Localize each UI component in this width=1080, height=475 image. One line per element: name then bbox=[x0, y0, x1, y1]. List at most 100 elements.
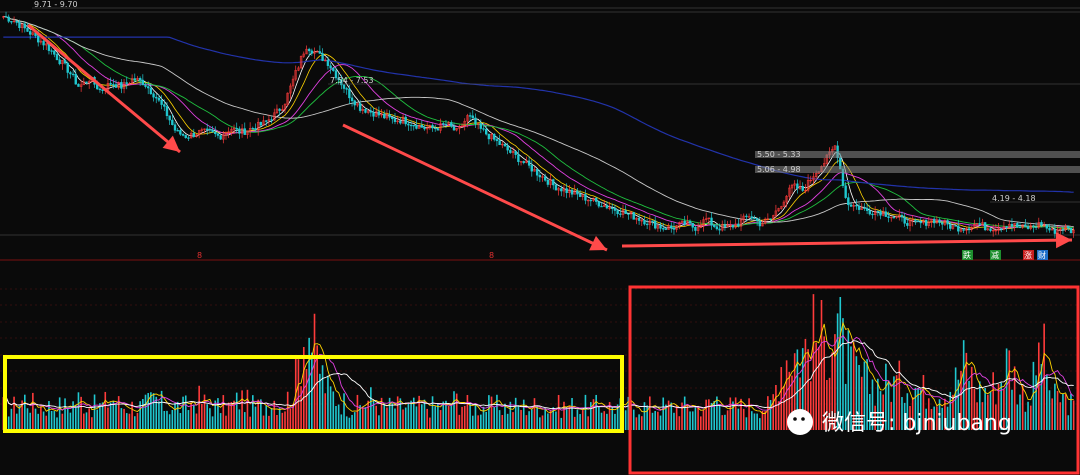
candle-body bbox=[527, 160, 531, 166]
candle-body bbox=[997, 228, 1000, 231]
candle-body bbox=[755, 218, 759, 221]
candle-body bbox=[165, 106, 169, 117]
candle-body bbox=[774, 210, 778, 216]
candle-body bbox=[584, 194, 587, 201]
candle-body bbox=[737, 223, 740, 227]
price-range-label: 4.19 - 4.18 bbox=[992, 194, 1036, 203]
candle-body bbox=[503, 143, 507, 147]
candle-body bbox=[270, 119, 273, 121]
price-candles bbox=[2, 11, 1075, 238]
candle-body bbox=[898, 215, 901, 217]
candle-body bbox=[710, 217, 713, 226]
candle-body bbox=[222, 134, 225, 140]
candle-body bbox=[758, 220, 761, 227]
candle-body bbox=[619, 213, 622, 215]
candle-body bbox=[916, 220, 920, 222]
candle-body bbox=[117, 82, 120, 88]
candle-body bbox=[243, 128, 246, 135]
candle-body bbox=[675, 225, 678, 230]
candle-body bbox=[1059, 228, 1062, 231]
candle-body bbox=[519, 161, 523, 163]
candle-body bbox=[707, 217, 711, 220]
candle-body bbox=[240, 128, 244, 134]
candle-body bbox=[533, 169, 536, 172]
ma60-line bbox=[3, 16, 1074, 227]
indicator-badge-text: 涨 bbox=[1024, 250, 1032, 260]
candle-body bbox=[949, 223, 952, 229]
ma250-line bbox=[3, 36, 1074, 193]
candle-body bbox=[340, 79, 343, 86]
candle-body bbox=[742, 215, 745, 221]
candle-body bbox=[696, 227, 700, 231]
candle-body bbox=[286, 92, 289, 105]
candle-body bbox=[200, 129, 204, 131]
candle-body bbox=[790, 184, 794, 189]
candle-body bbox=[871, 213, 874, 216]
candle-body bbox=[672, 227, 676, 230]
candle-body bbox=[265, 120, 268, 122]
candle-body bbox=[442, 123, 445, 125]
candle-body bbox=[847, 197, 850, 206]
candle-body bbox=[991, 229, 995, 232]
candle-body bbox=[1005, 226, 1008, 228]
candle-body bbox=[873, 210, 877, 215]
indicator-badge bbox=[1037, 250, 1048, 260]
candle-body bbox=[138, 78, 142, 81]
candle-body bbox=[302, 53, 305, 57]
wechat-icon bbox=[787, 409, 813, 435]
candle-body bbox=[305, 48, 308, 55]
candle-body bbox=[468, 115, 472, 117]
candle-body bbox=[509, 149, 512, 153]
watermark-text: 微信号: bjniubang bbox=[822, 411, 1012, 436]
candle-body bbox=[211, 129, 214, 133]
candle-body bbox=[157, 97, 161, 101]
candle-body bbox=[514, 151, 517, 155]
candle-body bbox=[718, 228, 721, 231]
candle-body bbox=[541, 176, 544, 178]
candle-body bbox=[482, 128, 485, 130]
candle-body bbox=[463, 120, 466, 127]
candle-body bbox=[876, 210, 880, 213]
candle-body bbox=[506, 145, 509, 151]
event-marker: 8 bbox=[489, 251, 494, 260]
candle-body bbox=[922, 219, 925, 224]
candle-body bbox=[58, 59, 61, 65]
candle-body bbox=[994, 229, 998, 232]
candle-body bbox=[189, 132, 193, 139]
candle-body bbox=[206, 128, 209, 130]
candle-body bbox=[986, 228, 990, 231]
candle-body bbox=[120, 82, 123, 89]
candle-body bbox=[168, 115, 171, 121]
candle-body bbox=[1010, 224, 1014, 227]
candle-body bbox=[957, 225, 960, 232]
candle-body bbox=[586, 199, 590, 202]
candle-body bbox=[53, 50, 56, 55]
candle-body bbox=[664, 228, 668, 230]
candle-body bbox=[777, 208, 780, 212]
candle-body bbox=[919, 221, 922, 224]
candle-body bbox=[643, 220, 646, 225]
candle-body bbox=[163, 104, 166, 107]
candle-body bbox=[184, 135, 187, 138]
candle-body bbox=[911, 219, 914, 221]
candle-body bbox=[361, 109, 364, 111]
candle-body bbox=[476, 123, 480, 125]
candle-body bbox=[723, 224, 727, 227]
candle-body bbox=[1042, 224, 1046, 226]
highlight-box-low-volume bbox=[3, 355, 624, 433]
candle-body bbox=[356, 103, 359, 106]
candle-body bbox=[882, 211, 885, 216]
candle-body bbox=[2, 16, 5, 18]
candle-body bbox=[694, 227, 697, 231]
candle-body bbox=[699, 225, 702, 228]
candle-body bbox=[10, 21, 13, 23]
trend-arrow-shaft bbox=[621, 238, 1073, 248]
candle-body bbox=[388, 114, 391, 118]
trend-arrows bbox=[27, 23, 1073, 252]
candle-body bbox=[42, 40, 45, 46]
candle-body bbox=[798, 186, 802, 189]
candle-body bbox=[1026, 226, 1030, 229]
candle-body bbox=[50, 50, 53, 52]
candle-body bbox=[1029, 225, 1032, 229]
